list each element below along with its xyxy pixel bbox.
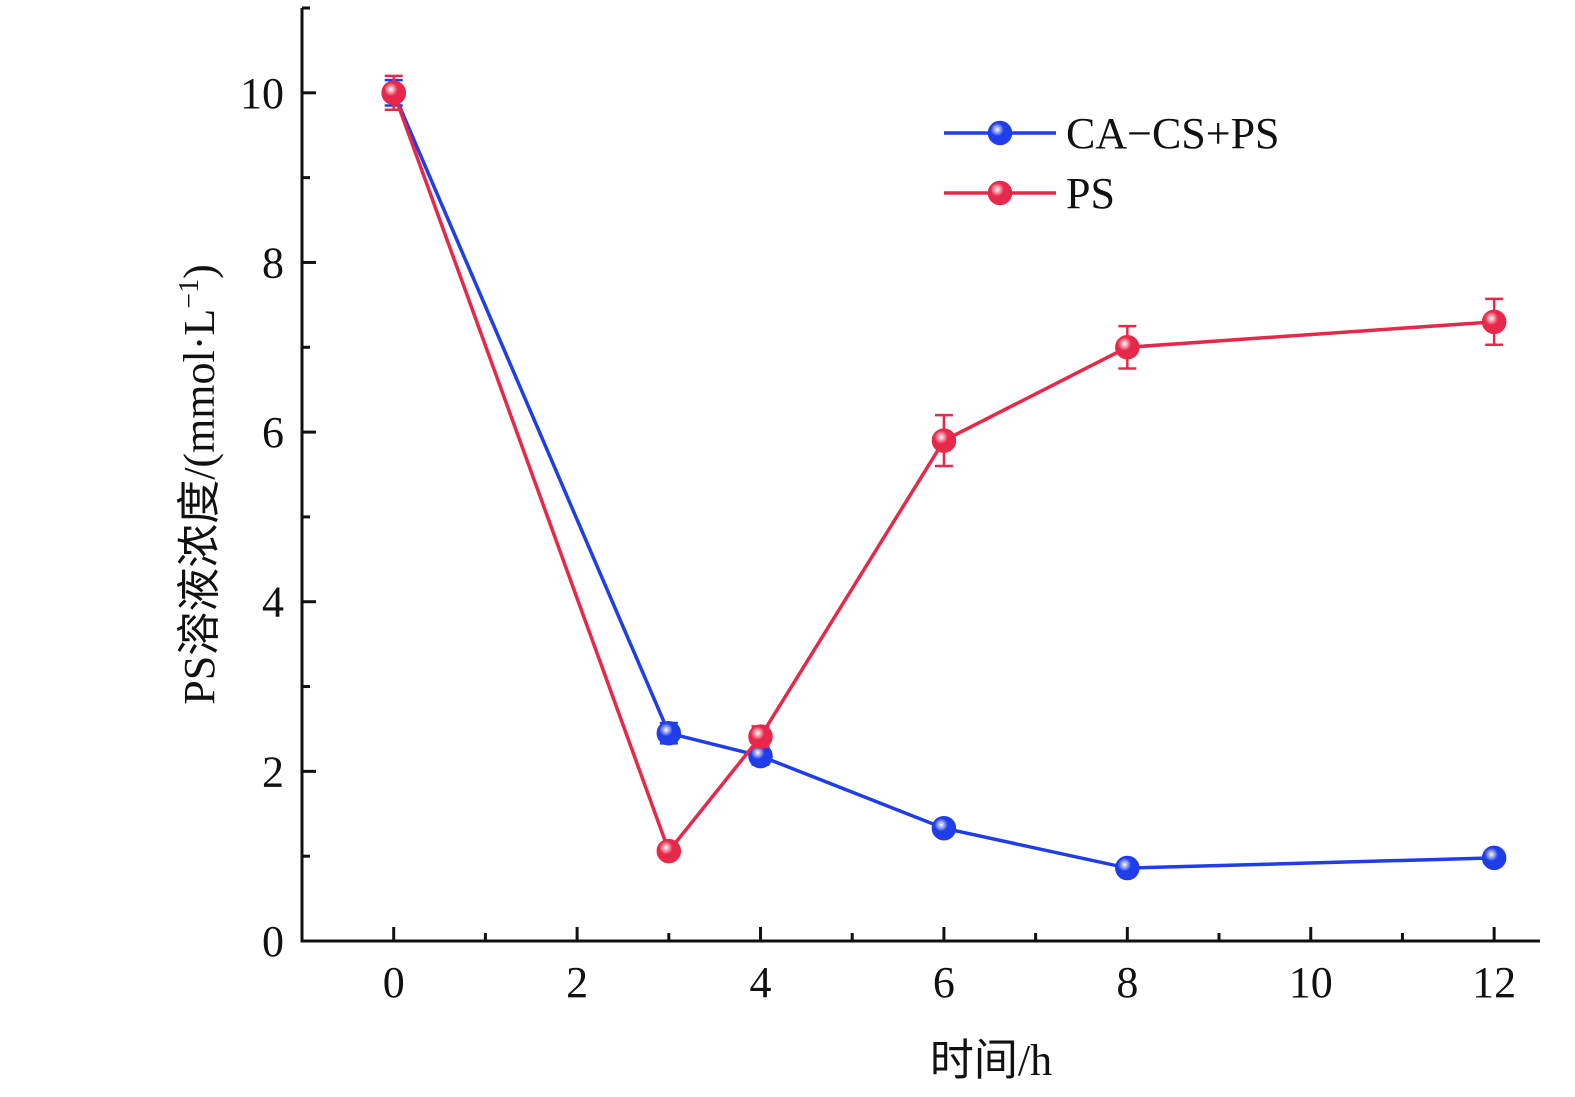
plot-area <box>381 74 1507 881</box>
legend-marker <box>987 120 1013 146</box>
x-tick-label: 12 <box>1472 958 1516 1007</box>
y-axis-title-close: ) <box>175 264 224 279</box>
y-axis-title: PS溶液浓度/(mmol·L−1) <box>174 264 224 704</box>
x-tick-label: 6 <box>933 958 955 1007</box>
y-tick-label: 6 <box>262 408 284 457</box>
data-point <box>1115 855 1140 881</box>
data-point <box>748 724 773 749</box>
y-tick-label: 2 <box>262 747 284 796</box>
y-axis-title-main: PS溶液浓度/(mmol·L <box>175 309 224 705</box>
axes: 0 2 4 6 8 10 12 0 2 4 6 8 10 <box>240 6 1540 1007</box>
legend-label: PS <box>1066 169 1115 218</box>
legend-item: CA−CS+PS <box>944 109 1280 158</box>
y-tick-label: 10 <box>240 69 284 118</box>
y-tick-label: 8 <box>262 238 284 287</box>
legend: CA−CS+PS PS <box>944 109 1280 218</box>
x-axis-title: 时间/h <box>930 1036 1052 1085</box>
series-line <box>392 92 1495 855</box>
data-point <box>656 838 682 864</box>
data-point <box>1115 335 1140 360</box>
data-point <box>931 428 957 453</box>
data-point <box>381 80 406 106</box>
x-tick-label: 10 <box>1289 958 1333 1007</box>
y-tick-label: 0 <box>262 917 284 966</box>
y-tick-label: 4 <box>262 578 284 627</box>
data-point <box>1481 309 1507 335</box>
y-axis-title-superscript: −1 <box>174 279 205 309</box>
series-ca-cs-ps <box>381 78 1507 881</box>
series-ps <box>381 74 1507 864</box>
data-point <box>931 815 957 841</box>
x-tick-label: 0 <box>383 958 405 1007</box>
legend-label: CA−CS+PS <box>1066 109 1280 158</box>
data-point <box>656 720 682 746</box>
legend-marker <box>987 180 1013 206</box>
legend-item: PS <box>944 169 1115 218</box>
x-tick-label: 4 <box>750 958 772 1007</box>
x-tick-label: 2 <box>566 958 588 1007</box>
data-point <box>1481 845 1507 871</box>
x-tick-label: 8 <box>1116 958 1138 1007</box>
series-line <box>392 92 1495 870</box>
